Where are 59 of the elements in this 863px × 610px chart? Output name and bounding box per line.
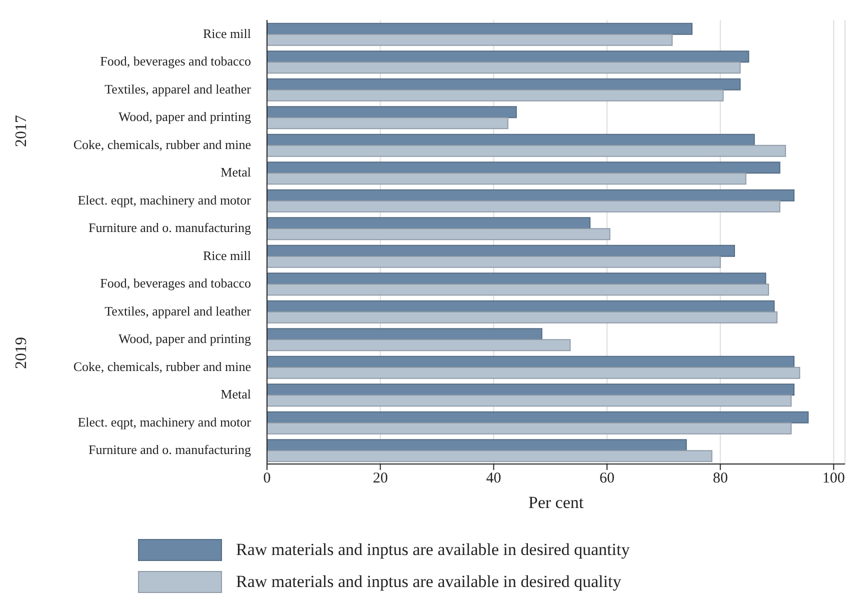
y-tick-label: Textiles, apparel and leather xyxy=(104,81,252,96)
legend-label: Raw materials and inptus are available in desired quality xyxy=(236,572,622,592)
bar xyxy=(267,422,792,434)
y-tick-label: Coke, chemicals, rubber and mine xyxy=(73,136,252,152)
y-tick-label: Food, beverages and tobacco xyxy=(100,54,251,69)
bar xyxy=(267,356,794,368)
y-tick-label: Metal xyxy=(220,164,252,180)
x-tick-label: 20 xyxy=(372,470,388,487)
y-tick-label: Metal xyxy=(220,386,252,402)
y-tick-label: Food, beverages and tobacco xyxy=(100,276,251,291)
bar xyxy=(267,450,712,462)
bar xyxy=(267,394,792,407)
bar xyxy=(267,284,769,296)
text: 2019 xyxy=(13,337,31,369)
bar xyxy=(267,106,517,118)
bar xyxy=(267,411,809,424)
bar xyxy=(267,117,508,130)
bar xyxy=(267,328,542,340)
bar xyxy=(267,217,590,230)
bar xyxy=(267,439,687,452)
bar xyxy=(267,339,571,352)
bar xyxy=(267,144,786,157)
bar xyxy=(267,311,778,324)
text: 2017 xyxy=(13,115,31,147)
y-tick-label: Coke, chemicals, rubber and mine xyxy=(73,358,252,374)
bar xyxy=(267,366,800,379)
bar xyxy=(267,34,673,46)
bar xyxy=(267,384,794,396)
bar xyxy=(267,50,750,63)
x-tick-label: 40 xyxy=(486,470,502,487)
bar xyxy=(267,62,741,74)
bar xyxy=(267,200,780,212)
y-tick-label: Furniture and o. manufacturing xyxy=(88,442,252,458)
bar xyxy=(267,22,692,35)
x-tick-label: 100 xyxy=(822,470,845,487)
bar xyxy=(267,272,766,285)
bar xyxy=(267,189,794,202)
bar xyxy=(267,134,755,146)
y-tick-label: Elect. eqpt, machinery and motor xyxy=(78,414,252,430)
y-tick-label: Rice mill xyxy=(202,26,252,41)
x-tick-label: 0 xyxy=(263,470,271,487)
bar xyxy=(267,244,735,257)
bar xyxy=(267,172,746,185)
x-tick-label: 80 xyxy=(712,470,728,487)
bar xyxy=(267,162,780,174)
y-tick-label: Textiles, apparel and leather xyxy=(104,303,252,318)
y-tick-label: Elect. eqpt, machinery and motor xyxy=(78,192,252,208)
legend-label: Raw materials and inptus are available in desired quantity xyxy=(236,540,630,560)
y-tick-label: Wood, paper and printing xyxy=(118,109,252,124)
y-tick-label: Furniture and o. manufacturing xyxy=(88,220,252,236)
bar xyxy=(267,78,741,90)
y-tick-label: Wood, paper and printing xyxy=(118,331,252,346)
x-tick-label: 60 xyxy=(600,470,614,487)
y-tick-label: Rice mill xyxy=(202,248,252,263)
bar xyxy=(267,228,610,240)
bar xyxy=(267,89,724,102)
bar xyxy=(267,256,721,268)
bar xyxy=(267,300,775,312)
x-axis-title: Per cent xyxy=(528,493,584,512)
